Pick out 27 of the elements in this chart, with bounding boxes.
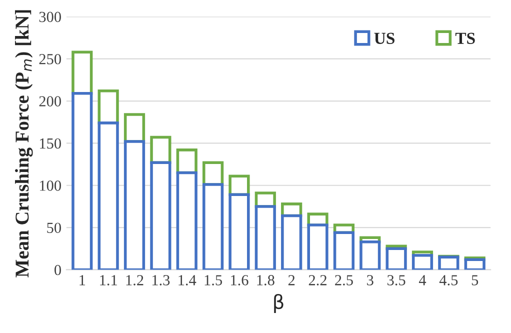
y-tick-label: 150 <box>40 138 61 149</box>
x-tick-label: 4.5 <box>439 275 458 286</box>
x-tick-label: 1.3 <box>152 275 170 286</box>
x-tick-label: 1.4 <box>178 275 196 286</box>
x-tick-label: 1.1 <box>100 275 117 286</box>
y-tick-label: 100 <box>40 180 61 191</box>
x-tick-label: 1.5 <box>204 275 222 286</box>
x-tick-label: 4 <box>418 275 426 286</box>
y-axis-title: Mean Crushing Force (P$_{m}$) [kN] <box>15 10 33 278</box>
x-tick-label: 3.5 <box>387 275 406 286</box>
x-tick-label: 1.6 <box>231 275 248 286</box>
x-tick-label: 1.8 <box>257 275 274 286</box>
x-tick-label: 2.5 <box>335 275 353 286</box>
y-tick-label: 0 <box>54 264 61 276</box>
x-tick-label: 5 <box>472 275 478 286</box>
x-axis-title: β <box>274 294 284 313</box>
x-tick-label: 3 <box>367 275 374 286</box>
x-tick-label: 1.2 <box>126 275 144 286</box>
y-tick-label: 300 <box>39 12 61 22</box>
x-tick-label: 2.2 <box>308 275 326 286</box>
y-tick-label: 200 <box>39 96 61 106</box>
y-tick-label: 50 <box>47 222 61 233</box>
legend-label: TS <box>455 32 475 44</box>
legend-label: US <box>374 32 394 44</box>
y-tick-label: 250 <box>39 54 61 64</box>
x-tick-label: 1 <box>80 275 86 286</box>
x-tick-label: 2 <box>288 275 295 286</box>
